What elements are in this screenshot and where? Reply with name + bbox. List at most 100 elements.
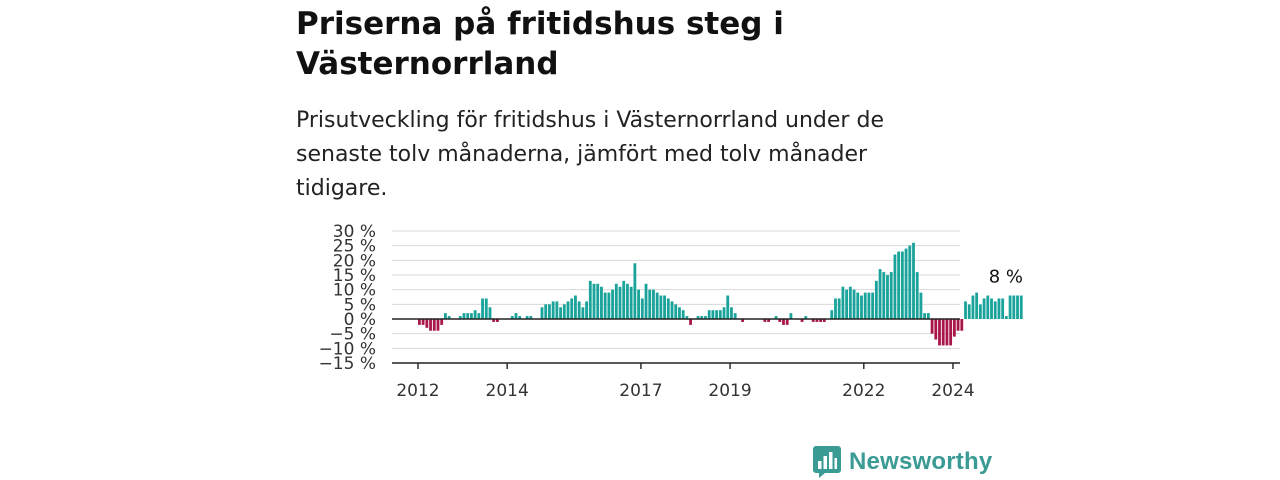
bar <box>941 319 945 346</box>
bar <box>997 298 1001 319</box>
bar <box>915 272 919 319</box>
bar <box>585 301 588 319</box>
bar <box>860 295 863 319</box>
y-tick-label: −15 % <box>319 354 376 374</box>
bar <box>551 301 555 319</box>
bar <box>596 283 600 319</box>
bar <box>492 319 496 322</box>
bar <box>730 307 733 319</box>
bar <box>574 295 577 319</box>
x-tick-label: 2022 <box>842 381 885 401</box>
bar <box>581 307 585 319</box>
x-tick-label: 2017 <box>619 381 662 401</box>
bar <box>466 313 470 319</box>
bar <box>425 319 429 328</box>
bar <box>848 286 852 319</box>
last-value-label: 8 % <box>989 267 1023 288</box>
bar <box>562 304 566 319</box>
bars <box>418 242 1023 346</box>
bar <box>626 283 629 319</box>
bar <box>566 301 570 319</box>
bar <box>611 289 614 319</box>
bar <box>945 319 949 346</box>
bar <box>763 319 767 322</box>
bar <box>540 307 544 319</box>
bar <box>600 286 603 319</box>
bar <box>967 304 971 319</box>
bar <box>447 316 451 319</box>
bar <box>837 298 841 319</box>
grid-lines <box>392 230 960 349</box>
bar <box>711 310 715 319</box>
bar <box>577 301 581 319</box>
bar <box>652 289 655 319</box>
bar <box>949 319 953 346</box>
bar <box>477 313 481 319</box>
bar <box>559 307 562 319</box>
bar <box>496 319 499 322</box>
bar <box>488 307 492 319</box>
x-tick-label: 2014 <box>486 381 529 401</box>
bar <box>622 280 626 319</box>
y-tick-label: 30 % <box>333 222 376 242</box>
bar <box>659 295 663 319</box>
bar <box>648 289 652 319</box>
bar <box>603 292 607 319</box>
y-tick-label: 0 % <box>344 310 376 330</box>
bar <box>897 251 901 319</box>
bar <box>908 245 912 319</box>
y-tick-label: 20 % <box>333 251 376 271</box>
bar <box>421 319 425 325</box>
bar <box>733 313 737 319</box>
bar <box>990 298 993 319</box>
y-tick-label: 15 % <box>333 266 376 286</box>
brand-name: Newsworthy <box>849 448 993 475</box>
bar <box>856 292 860 319</box>
bar <box>815 319 819 322</box>
bar <box>663 295 666 319</box>
bar <box>444 313 447 319</box>
bar <box>871 292 875 319</box>
bar <box>1008 295 1012 319</box>
bar <box>1004 316 1008 319</box>
bar <box>986 295 990 319</box>
bar <box>960 319 964 331</box>
bar <box>841 286 845 319</box>
bar <box>782 319 785 325</box>
bar <box>418 319 421 325</box>
bar <box>510 316 514 319</box>
bar <box>1012 295 1016 319</box>
bar <box>700 316 704 319</box>
bar <box>1016 295 1019 319</box>
x-tick-label: 2024 <box>931 381 974 401</box>
bar <box>644 283 648 319</box>
bar <box>834 298 837 319</box>
y-tick-label: −10 % <box>319 339 376 359</box>
bar <box>863 292 867 319</box>
bar <box>893 254 897 319</box>
bar <box>458 316 462 319</box>
bar <box>1019 295 1023 319</box>
bar <box>819 319 823 322</box>
bar <box>481 298 484 319</box>
bar <box>670 301 674 319</box>
bar <box>904 248 908 319</box>
bar <box>640 298 644 319</box>
bar <box>715 310 719 319</box>
bar <box>685 316 689 319</box>
bar <box>718 310 722 319</box>
bar <box>878 269 882 319</box>
bar <box>741 319 745 322</box>
bar <box>767 319 771 322</box>
bar <box>689 319 692 325</box>
y-tick-label: −5 % <box>329 325 376 345</box>
bar <box>956 319 960 331</box>
bar <box>674 304 678 319</box>
bar <box>804 316 808 319</box>
newsworthy-logo-icon <box>813 446 841 478</box>
bar <box>882 272 886 319</box>
bar <box>964 301 967 319</box>
bar <box>429 319 432 331</box>
bar <box>845 289 849 319</box>
newsworthy-logo[interactable]: Newsworthy <box>813 444 992 480</box>
